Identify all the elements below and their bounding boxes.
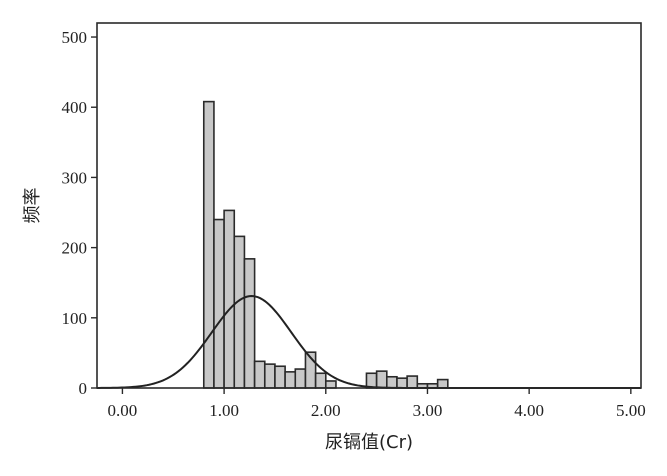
y-tick-label: 0 <box>79 379 88 398</box>
histogram-bar <box>385 375 398 389</box>
histogram-bars <box>202 100 449 389</box>
y-axis-title: 频率 <box>22 188 43 224</box>
x-tick-label: 3.00 <box>413 401 443 420</box>
histogram-bar <box>294 368 307 389</box>
x-tick-label: 0.00 <box>108 401 138 420</box>
histogram-bar <box>314 372 327 389</box>
y-tick-label: 200 <box>62 239 88 258</box>
x-axis-ticks: 0.00 1.00 2.00 3.00 4.00 5.00 <box>108 388 646 420</box>
y-tick-label: 400 <box>62 98 88 117</box>
histogram-bar <box>284 371 297 389</box>
histogram-bar <box>243 258 256 389</box>
histogram-bar <box>202 100 215 389</box>
x-tick-label: 4.00 <box>514 401 544 420</box>
y-tick-label: 300 <box>62 168 88 187</box>
x-tick-label: 2.00 <box>311 401 341 420</box>
y-axis-ticks: 0 100 200 300 400 500 <box>62 28 97 398</box>
histogram-bar <box>436 378 449 389</box>
x-tick-label: 1.00 <box>209 401 239 420</box>
x-tick-label: 5.00 <box>616 401 646 420</box>
histogram-bar <box>324 380 337 389</box>
histogram-bar <box>274 365 286 389</box>
y-tick-label: 500 <box>62 28 88 47</box>
histogram-bar <box>233 235 246 389</box>
histogram-bar <box>375 370 388 389</box>
histogram-bar <box>213 218 225 389</box>
histogram-bar <box>253 360 266 389</box>
x-axis-title: 尿镉值(Cr) <box>325 432 413 453</box>
y-tick-label: 100 <box>62 309 88 328</box>
histogram-bar <box>263 363 276 389</box>
histogram-bar <box>223 209 236 389</box>
plot-frame <box>96 22 642 389</box>
histogram-bar <box>396 377 408 389</box>
histogram-bar <box>406 375 419 389</box>
